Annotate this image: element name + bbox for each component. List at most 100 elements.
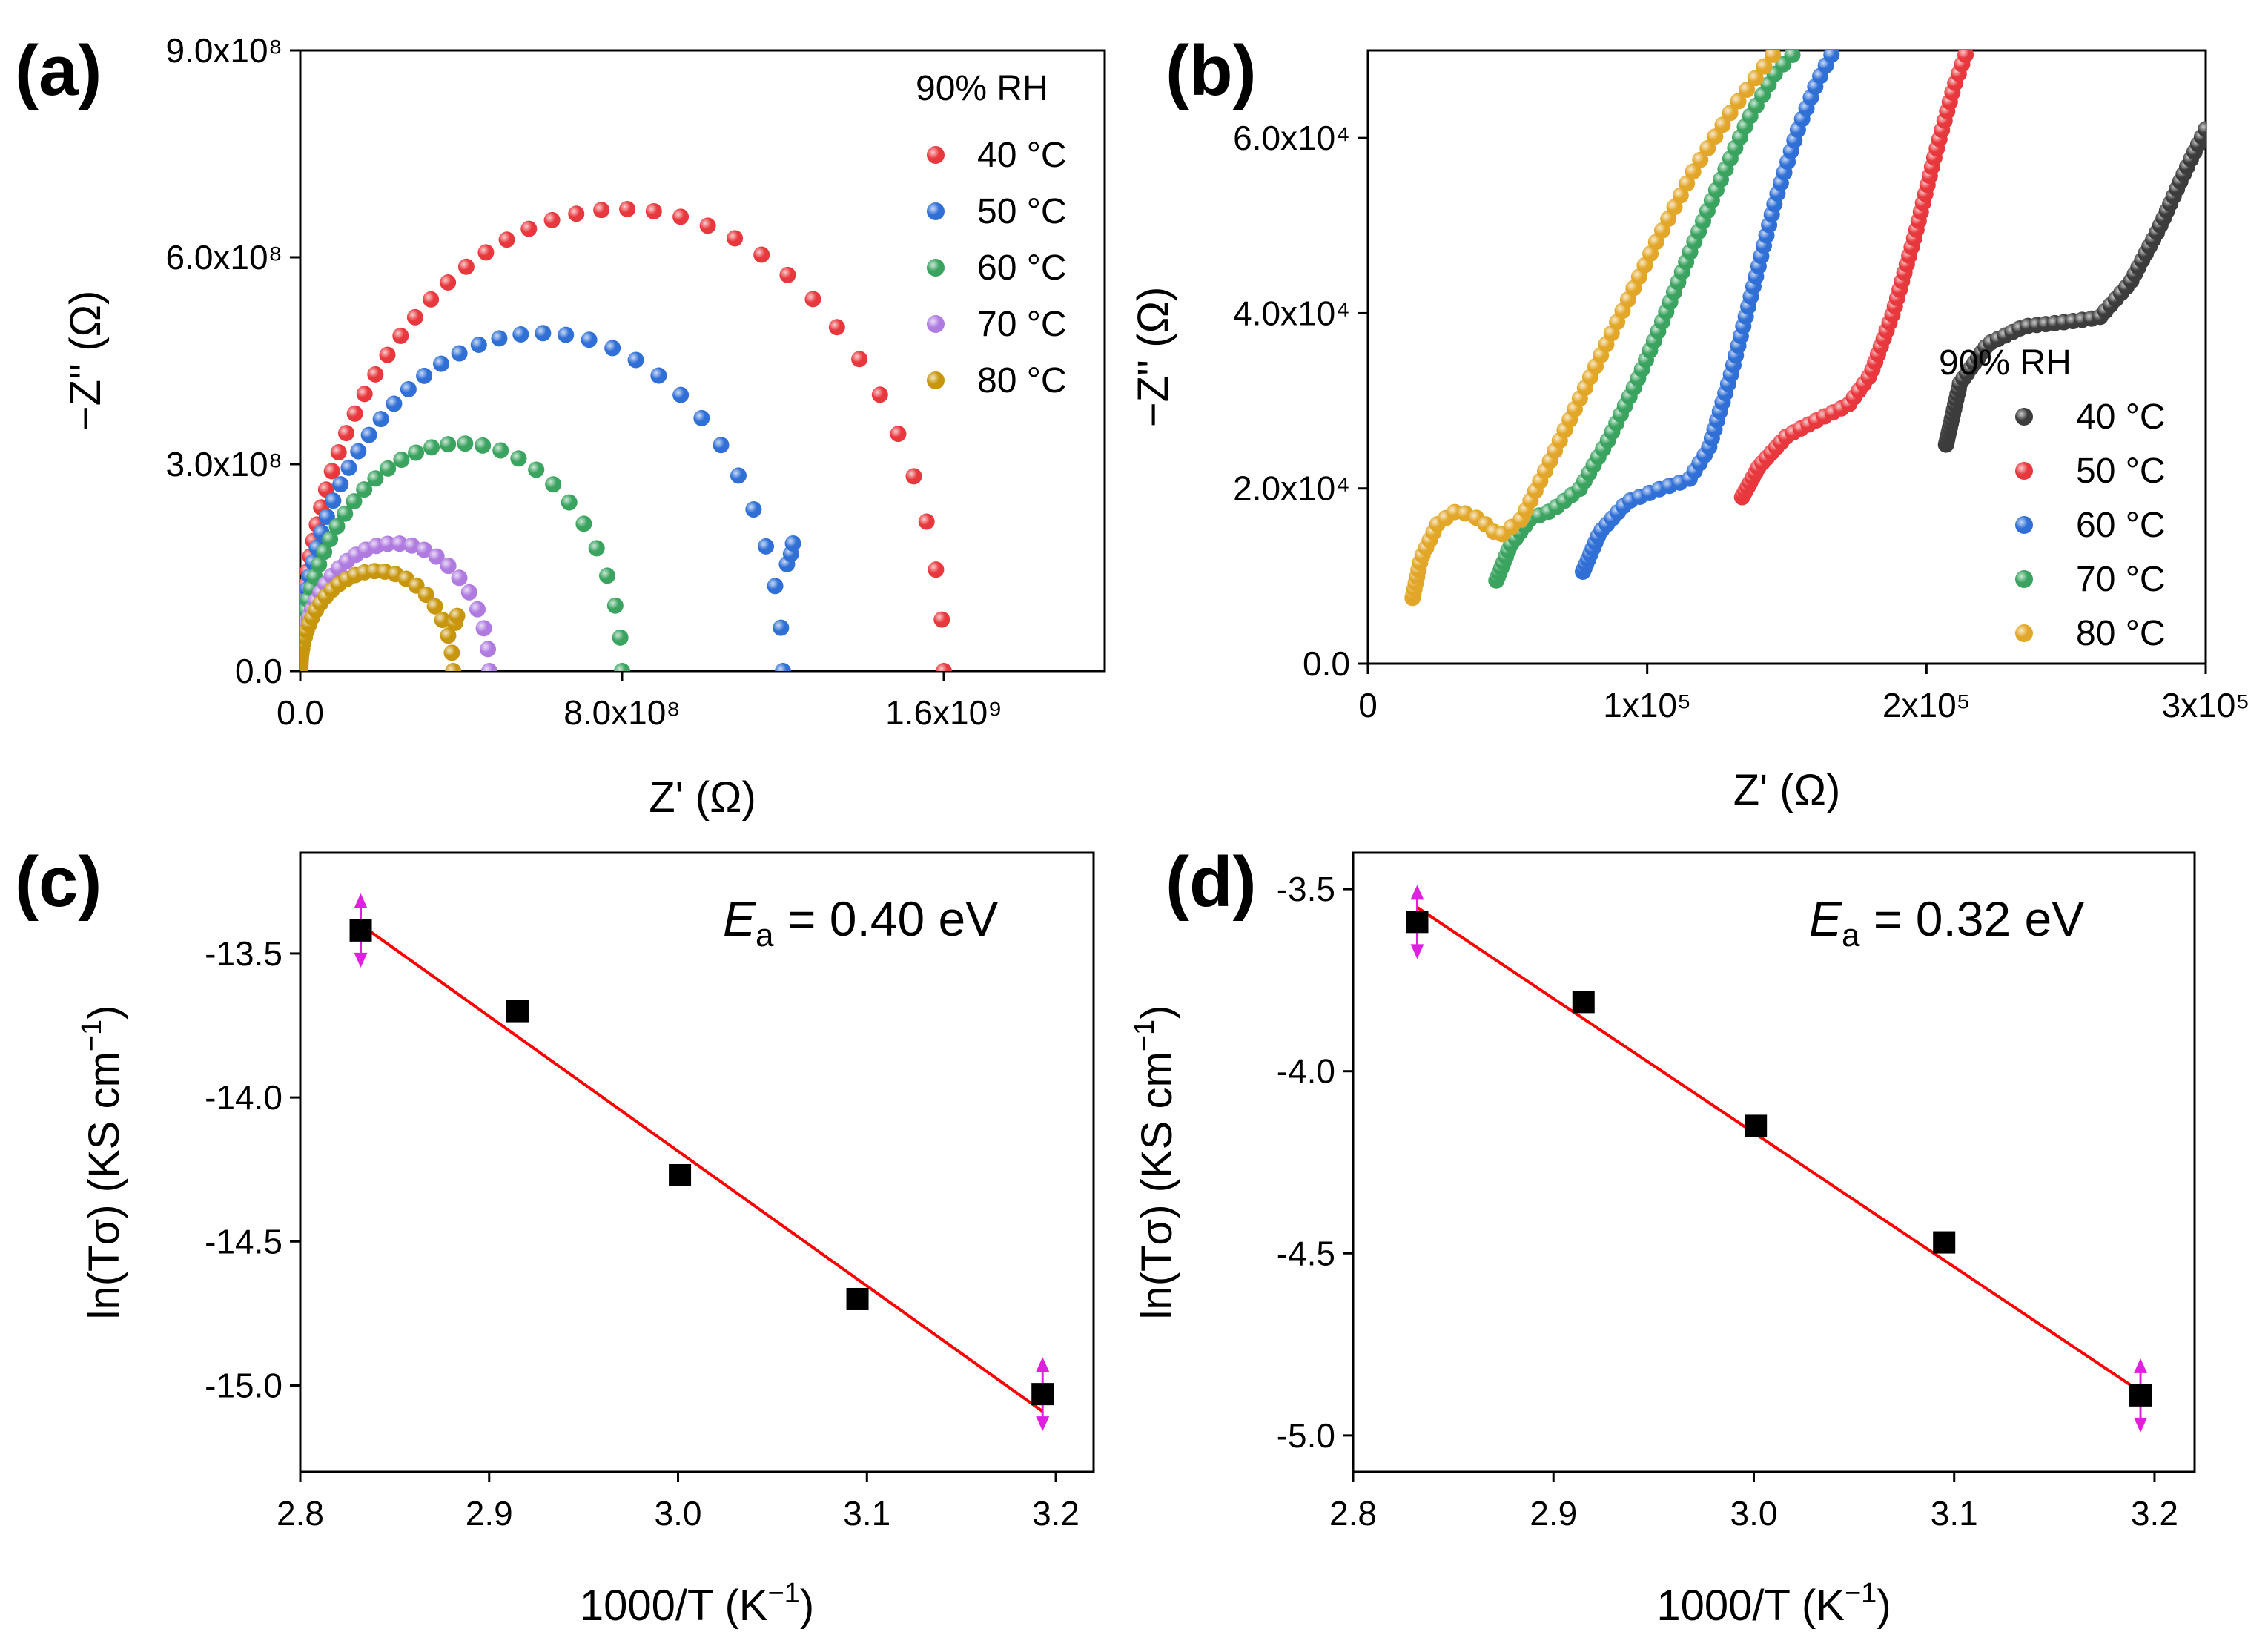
data-point: [449, 607, 466, 624]
data-point: [890, 426, 907, 443]
data-point: [588, 540, 605, 557]
x-tick-label: 1x10⁵: [1603, 686, 1691, 724]
data-point: [386, 395, 403, 412]
data-point: [606, 597, 624, 614]
data-point: [451, 345, 468, 362]
plot-frame: [1352, 851, 2196, 1473]
legend-marker: [2015, 516, 2033, 534]
data-point: [406, 308, 423, 326]
y-axis-title-sup: −1: [76, 1020, 108, 1051]
data-point: [316, 544, 333, 561]
data-point: [325, 492, 342, 509]
x-axis-title: 1000/T (K−1): [1656, 1578, 1891, 1630]
y-tick-label: 9.0x10⁸: [165, 31, 282, 70]
data-point: [545, 476, 562, 493]
data-point: [440, 627, 457, 644]
data-point: [693, 409, 710, 426]
data-point: [730, 467, 747, 484]
legend-marker: [2015, 624, 2033, 642]
panel-label: (b): [1166, 31, 1257, 110]
data-point: [699, 217, 716, 234]
data-point: [416, 367, 433, 384]
annotation-value: = 0.40 eV: [774, 891, 999, 946]
data-point: [1699, 139, 1716, 156]
y-tick-label: -14.0: [205, 1078, 282, 1117]
x-tick-label: 8.0x10⁸: [563, 693, 681, 732]
data-point: [506, 1000, 529, 1023]
data-point: [520, 220, 538, 237]
data-point: [498, 231, 515, 248]
x-tick-label: 3.1: [1931, 1494, 1978, 1533]
y-tick-label: 3.0x10⁸: [165, 445, 282, 483]
legend-marker: [2015, 462, 2033, 480]
data-point: [669, 1163, 692, 1186]
data-point: [2129, 1384, 2152, 1407]
plot-area: [300, 200, 952, 671]
data-point: [367, 366, 384, 383]
x-tick-label: 2x10⁵: [1882, 686, 1971, 724]
data-point: [391, 535, 408, 552]
data-point: [581, 331, 598, 348]
data-point: [672, 386, 690, 403]
data-point: [400, 380, 417, 397]
y-axis-title-main: ln(Tσ) (KS cm: [1133, 1051, 1181, 1319]
y-axis-title-end: ): [80, 1005, 128, 1020]
x-tick-label: 3.2: [2131, 1494, 2178, 1533]
data-point: [1957, 50, 1974, 63]
data-point: [470, 336, 487, 353]
data-point: [372, 411, 389, 428]
data-point: [349, 919, 372, 942]
data-point: [346, 493, 363, 510]
data-point: [753, 246, 770, 263]
data-point: [428, 548, 445, 565]
y-tick-label: 0.0: [235, 652, 282, 690]
data-point: [745, 501, 762, 518]
legend-marker: [2015, 570, 2033, 588]
data-point: [727, 230, 744, 247]
x-tick-label: 3.2: [1032, 1494, 1080, 1533]
data-point: [440, 274, 457, 291]
data-point: [457, 435, 474, 452]
data-point: [779, 266, 796, 283]
x-axis-title-main: 1000/T (K: [580, 1582, 768, 1630]
data-point: [360, 426, 377, 443]
data-point: [568, 205, 585, 222]
data-point: [440, 436, 457, 453]
x-axis-title-main: 1000/T (K: [1656, 1582, 1845, 1630]
y-axis-title: ln(Tσ) (KS cm−1): [1129, 1005, 1181, 1320]
data-point: [650, 367, 667, 384]
activation-energy-label: Ea = 0.32 eV: [1809, 891, 2084, 954]
x-tick-label: 2.8: [277, 1494, 324, 1533]
x-axis-title-end: ): [800, 1582, 814, 1630]
data-point: [558, 326, 575, 343]
activation-energy-label: Ea = 0.40 eV: [723, 891, 998, 954]
legend-label: 80 °C: [977, 361, 1067, 400]
data-point: [758, 538, 775, 555]
data-point: [477, 244, 495, 261]
legend-title: 90% RH: [916, 69, 1048, 108]
data-point: [440, 558, 457, 575]
data-point: [408, 444, 425, 461]
x-axis-title-sup: −1: [767, 1578, 799, 1609]
legend-label: 40 °C: [977, 136, 1067, 175]
legend-label: 70 °C: [2076, 560, 2166, 599]
panel-label: (c): [15, 842, 102, 922]
data-point: [451, 569, 468, 587]
data-point: [379, 346, 396, 363]
data-point: [1406, 911, 1429, 934]
data-point: [1714, 116, 1731, 133]
y-tick-label: 6.0x10⁸: [165, 238, 282, 277]
y-tick-label: -5.0: [1277, 1416, 1335, 1455]
data-point: [1823, 50, 1840, 63]
x-axis-title-end: ): [1877, 1582, 1891, 1630]
data-point: [713, 437, 730, 454]
fit-line: [360, 923, 1044, 1413]
data-point: [936, 663, 952, 671]
data-point: [918, 513, 935, 530]
data-point: [403, 537, 420, 554]
data-point: [775, 663, 791, 671]
x-tick-label: 3.0: [1730, 1494, 1777, 1533]
x-axis-title: Z' (Ω): [649, 773, 756, 822]
annotation-symbol: E: [1809, 891, 1842, 946]
data-point: [599, 567, 616, 584]
